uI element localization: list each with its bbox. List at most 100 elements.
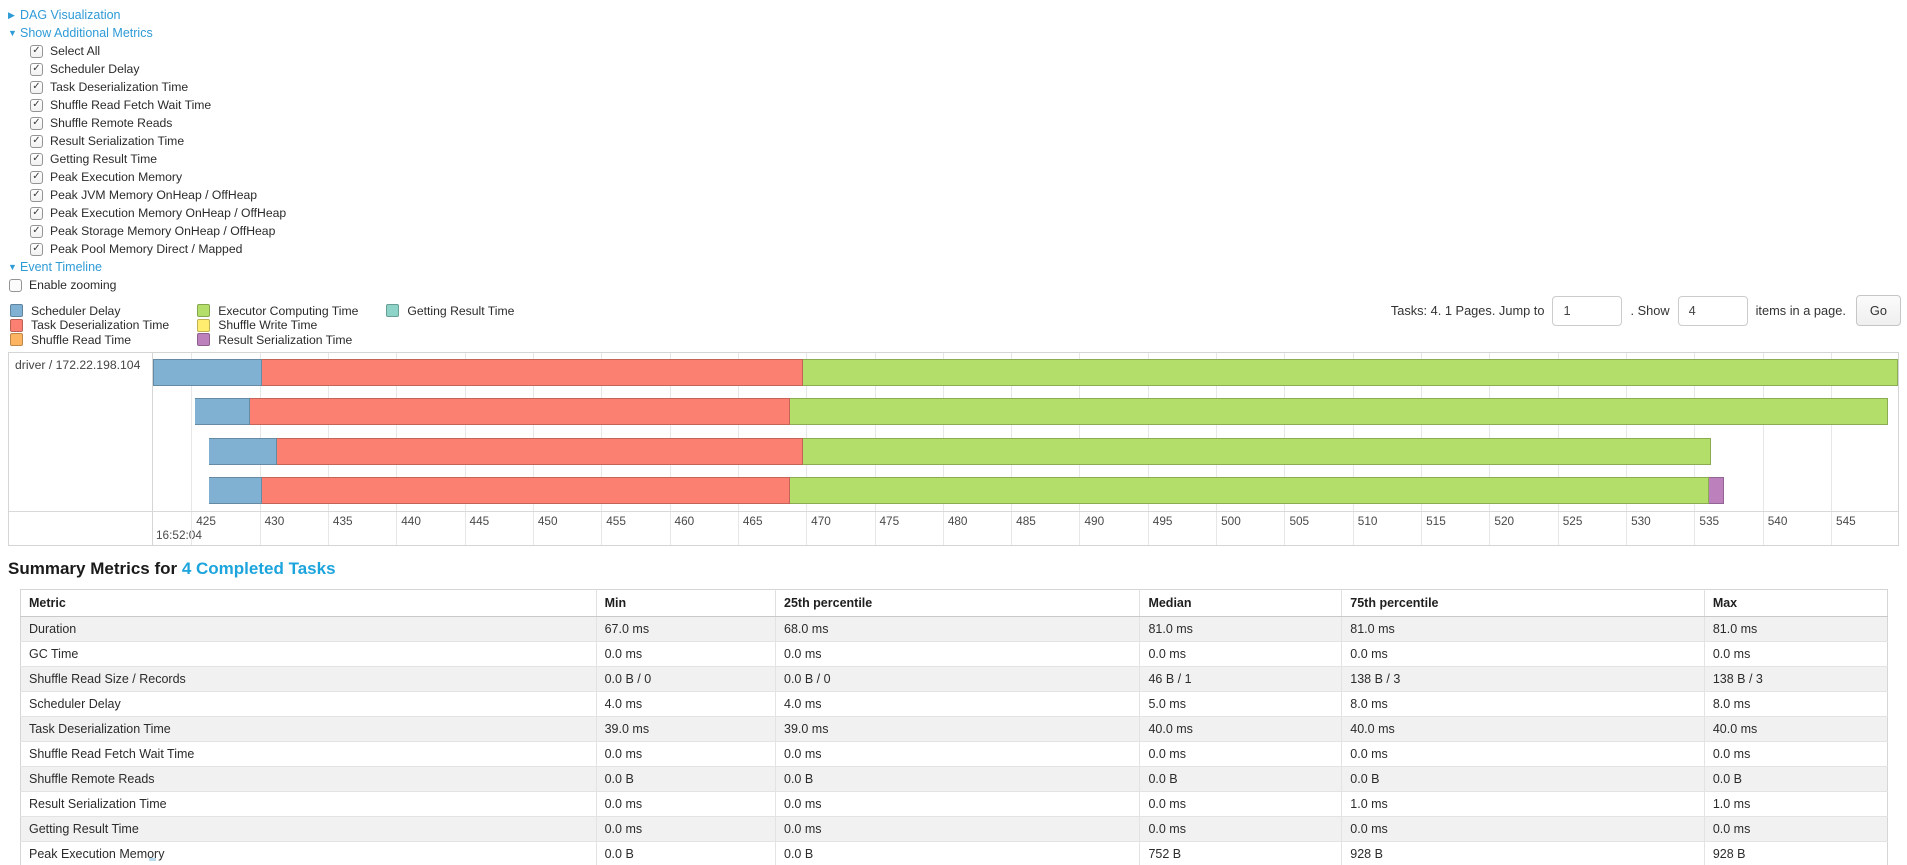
timeline-bar-executor-computing[interactable]: [789, 398, 1889, 425]
go-button[interactable]: Go: [1855, 295, 1901, 326]
timeline-plot-area: 16:52:04 425 430 435 440 445 450 455 460 465 470 4…: [153, 352, 1898, 545]
tick-label: 455: [606, 513, 626, 528]
legend-column: Executor Computing Time Shuffle Write Tim…: [197, 304, 358, 348]
metric-checkbox-label: Peak Storage Memory OnHeap / OffHeap: [50, 224, 276, 238]
table-cell: Shuffle Read Size / Records: [20, 665, 597, 691]
legend-item: Getting Result Time: [386, 304, 514, 318]
timeline-major-time-label: 16:52:04: [156, 527, 202, 542]
enable-zooming-checkbox[interactable]: [9, 278, 22, 292]
timeline-group-label: driver / 172.22.198.104: [15, 357, 141, 372]
column-header: 25th percentile: [774, 589, 1140, 617]
table-cell: 0.0 ms: [1139, 790, 1342, 816]
table-cell: 0.0 ms: [774, 740, 1140, 766]
metric-checkbox[interactable]: ✓: [30, 134, 43, 148]
table-cell: 0.0 ms: [1703, 740, 1888, 766]
metric-checkbox[interactable]: ✓: [30, 188, 43, 202]
timeline-bar-executor-computing[interactable]: [789, 477, 1710, 504]
timeline-bar-scheduler-delay[interactable]: [209, 477, 263, 504]
timeline-bar-executor-computing[interactable]: [803, 358, 1898, 386]
task-pagination: Tasks: 4. 1 Pages. Jump to . Show items …: [1391, 295, 1901, 326]
timeline-bar-task-deserialization[interactable]: [250, 398, 790, 425]
table-cell: 0.0 B: [1139, 765, 1342, 791]
tick-label: 530: [1631, 513, 1651, 528]
metric-checkbox-row: ✓ Peak Storage Memory OnHeap / OffHeap: [30, 222, 1899, 240]
tick-label: 445: [469, 513, 490, 528]
metric-checkbox[interactable]: ✓: [30, 44, 43, 58]
table-row: Task Deserialization Time 39.0 ms 39.0 ms 4…: [20, 715, 1888, 741]
metric-checkbox[interactable]: ✓: [30, 170, 43, 184]
table-cell: 68.0 ms: [774, 615, 1140, 641]
metric-checkbox-row: ✓ Peak Pool Memory Direct / Mapped: [30, 240, 1899, 258]
metric-checkbox-label: Peak Pool Memory Direct / Mapped: [50, 242, 243, 256]
metric-checkbox[interactable]: ✓: [30, 224, 43, 238]
table-cell: 81.0 ms: [1341, 615, 1705, 641]
column-header: Max: [1703, 589, 1888, 617]
table-cell: 1.0 ms: [1703, 790, 1888, 816]
tick-label: 425: [196, 513, 216, 528]
table-row: Shuffle Read Fetch Wait Time 0.0 ms 0.0 ms…: [20, 740, 1888, 766]
table-row: Getting Result Time 0.0 ms 0.0 ms 0.0 ms 0.0…: [20, 815, 1888, 841]
legend-item: Scheduler Delay: [10, 304, 169, 318]
metric-checkbox[interactable]: ✓: [30, 98, 43, 112]
show-additional-metrics-toggle[interactable]: ▼ Show Additional Metrics: [8, 24, 1899, 42]
legend-item: Shuffle Read Time: [10, 333, 169, 347]
timeline-bar-scheduler-delay[interactable]: [195, 398, 251, 425]
column-header: Min: [595, 589, 776, 617]
table-cell: 81.0 ms: [1139, 615, 1342, 641]
legend-swatch-icon: [10, 333, 23, 347]
tick-label: 540: [1767, 513, 1788, 528]
table-cell: 5.0 ms: [1139, 690, 1342, 716]
metric-checkbox-label: Shuffle Read Fetch Wait Time: [50, 98, 212, 112]
event-timeline-chart: driver / 172.22.198.104 16:52:04 425 430 4…: [8, 351, 1899, 546]
metric-checkbox[interactable]: ✓: [30, 62, 43, 76]
timeline-bar-task-deserialization[interactable]: [262, 477, 790, 504]
dag-visualization-toggle[interactable]: ▶ DAG Visualization: [8, 6, 1899, 24]
table-cell: 0.0 ms: [774, 815, 1140, 841]
jump-to-page-input[interactable]: [1552, 295, 1623, 326]
table-cell: 0.0 ms: [595, 640, 776, 666]
metric-checkbox[interactable]: ✓: [30, 152, 43, 166]
table-cell: 0.0 B: [595, 765, 776, 791]
timeline-bar-task-deserialization[interactable]: [262, 358, 804, 386]
legend-label: Shuffle Write Time: [218, 318, 318, 333]
additional-metrics-list: ✓ Select All ✓ Scheduler Delay ✓ Task Deseria…: [8, 42, 1899, 258]
metric-checkbox-label: Peak Execution Memory: [50, 170, 183, 184]
metric-checkbox[interactable]: ✓: [30, 80, 43, 94]
timeline-bar-executor-computing[interactable]: [803, 437, 1711, 465]
table-cell: 40.0 ms: [1703, 715, 1888, 741]
items-per-page-input[interactable]: [1677, 295, 1748, 326]
show-additional-metrics-link[interactable]: Show Additional Metrics: [20, 26, 153, 40]
metric-checkbox[interactable]: ✓: [30, 116, 43, 130]
table-cell: 46 B / 1: [1139, 665, 1342, 691]
column-header: Metric: [20, 589, 597, 617]
table-cell: 928 B: [1703, 840, 1888, 865]
table-cell: 40.0 ms: [1139, 715, 1342, 741]
legend-label: Result Serialization Time: [218, 332, 353, 347]
table-cell: 8.0 ms: [1703, 690, 1888, 716]
tick-label: 470: [811, 513, 831, 528]
timeline-bar-scheduler-delay[interactable]: [153, 358, 263, 386]
table-cell: 0.0 ms: [1703, 815, 1888, 841]
table-cell: 0.0 B / 0: [595, 665, 776, 691]
event-timeline-link[interactable]: Event Timeline: [20, 260, 102, 274]
timeline-bar-result-serialization[interactable]: [1709, 477, 1725, 504]
enable-zooming-label: Enable zooming: [29, 278, 117, 292]
metric-checkbox-row: ✓ Peak Execution Memory OnHeap / OffHeap: [30, 204, 1899, 222]
legend-swatch-icon: [197, 304, 211, 318]
tick-label: 485: [1016, 513, 1036, 528]
table-cell: 0.0 B: [774, 840, 1140, 865]
metric-checkbox[interactable]: ✓: [30, 242, 43, 256]
timeline-bar-scheduler-delay[interactable]: [209, 437, 278, 465]
dag-visualization-link[interactable]: DAG Visualization: [20, 8, 121, 22]
completed-tasks-link[interactable]: 4 Completed Tasks: [181, 558, 336, 578]
table-cell: 0.0 ms: [1139, 740, 1342, 766]
tick-label: 525: [1562, 513, 1583, 528]
table-cell: Shuffle Remote Reads: [20, 765, 597, 791]
metric-checkbox[interactable]: ✓: [30, 206, 43, 220]
event-timeline-toggle[interactable]: ▼ Event Timeline: [8, 258, 1899, 276]
legend-label: Shuffle Read Time: [31, 332, 132, 347]
column-header: Median: [1139, 589, 1342, 617]
timeline-bar-task-deserialization[interactable]: [277, 437, 804, 465]
metric-checkbox-label: Shuffle Remote Reads: [50, 116, 173, 130]
metric-checkbox-row: ✓ Getting Result Time: [30, 150, 1899, 168]
